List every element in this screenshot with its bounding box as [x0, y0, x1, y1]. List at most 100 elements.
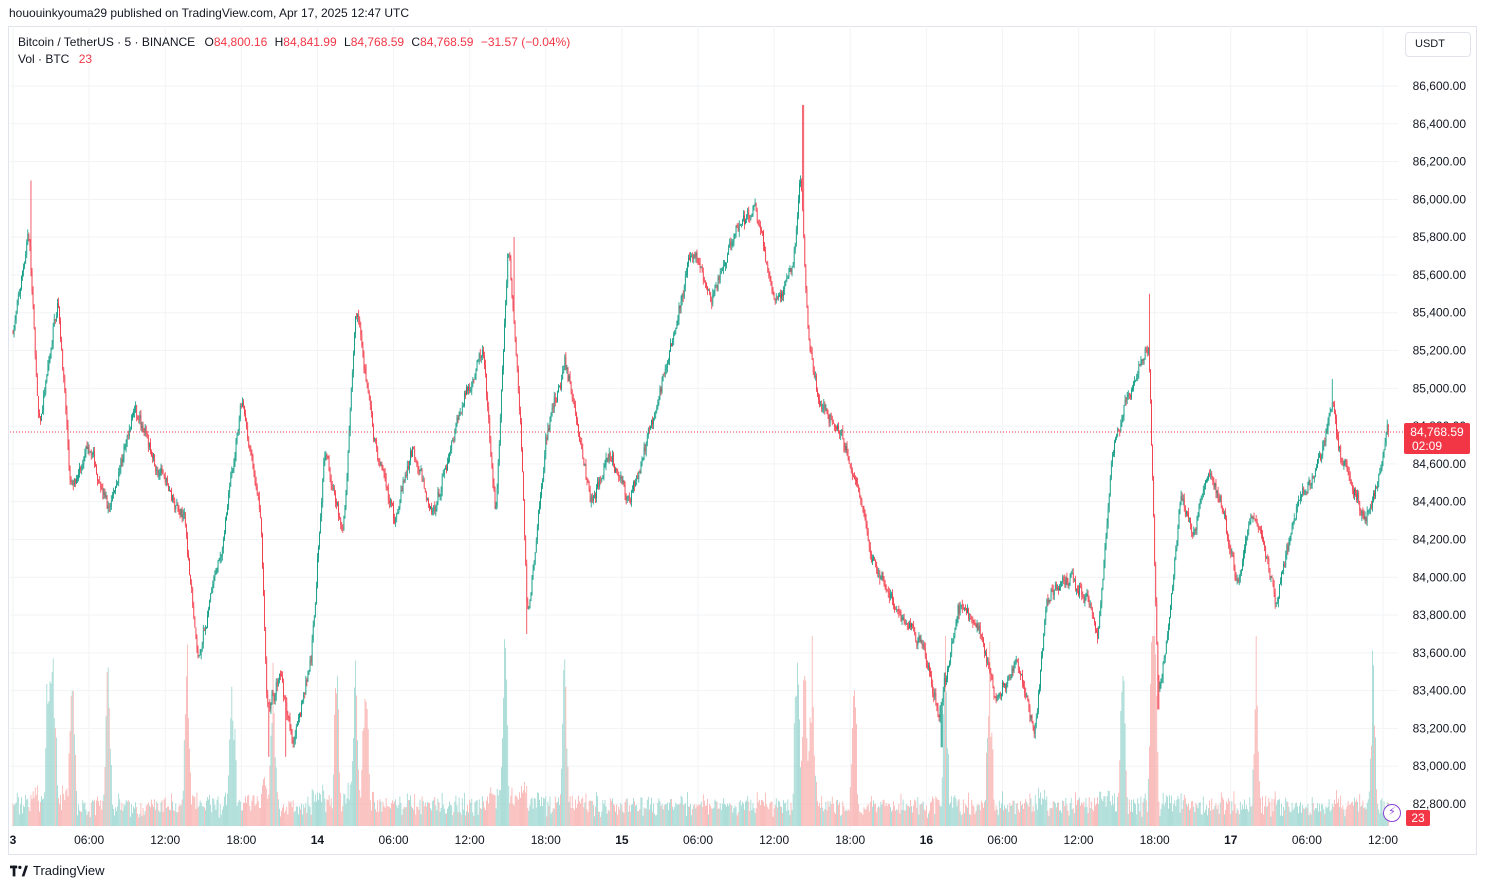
volume-bar — [899, 813, 901, 826]
volume-bars — [12, 636, 1389, 826]
currency-button[interactable]: USDT — [1405, 32, 1471, 57]
volume-bar — [162, 811, 164, 826]
volume-bar — [288, 800, 290, 826]
candle-body — [269, 703, 271, 709]
volume-bar — [864, 809, 866, 826]
volume-bar — [799, 719, 800, 826]
candle-body — [1299, 500, 1300, 501]
candle-body — [876, 562, 878, 569]
volume-bar — [1138, 803, 1140, 826]
candle-body — [91, 453, 93, 456]
volume-bar — [464, 792, 465, 826]
volume-bar — [443, 808, 445, 826]
candle-body — [810, 349, 812, 353]
volume-bar — [821, 796, 823, 826]
volume-bar — [424, 802, 426, 826]
volume-bar — [1045, 799, 1047, 826]
volume-bar — [927, 817, 928, 826]
candle-body — [809, 340, 811, 350]
volume-bar — [263, 779, 264, 826]
volume-bar — [847, 809, 849, 826]
volume-bar — [675, 802, 677, 826]
candle-body — [1382, 457, 1384, 462]
candle-body — [375, 438, 376, 441]
volume-bar — [137, 813, 139, 826]
volume-bar — [1128, 799, 1130, 826]
volume-bar — [1377, 803, 1379, 826]
volume-bar — [890, 807, 891, 826]
volume-bar — [710, 805, 712, 826]
candle-body — [1337, 434, 1338, 437]
volume-bar — [40, 802, 41, 826]
candle-body — [1141, 359, 1143, 361]
volume-bar — [558, 797, 559, 826]
candle-body — [103, 492, 105, 495]
volume-bar — [753, 808, 755, 826]
volume-bar — [502, 738, 503, 826]
candle-body — [372, 412, 373, 427]
candle-body — [438, 492, 440, 497]
volume-bar — [544, 798, 546, 826]
candle-body — [251, 454, 253, 457]
volume-label[interactable]: Vol · BTC — [18, 52, 70, 66]
candle-body — [1277, 596, 1279, 603]
candle-body — [813, 371, 815, 378]
volume-bar — [497, 795, 499, 826]
volume-bar — [605, 806, 607, 826]
tradingview-footer[interactable]: TradingView — [10, 863, 105, 878]
candle-body — [887, 591, 889, 594]
candle-body — [1206, 480, 1207, 482]
candle-body — [824, 404, 826, 410]
volume-bar — [121, 802, 123, 826]
symbol-name[interactable]: Bitcoin / TetherUS · 5 · BINANCE — [18, 35, 196, 49]
candle-body — [1176, 540, 1178, 549]
volume-bar — [937, 799, 939, 826]
volume-bar — [715, 801, 717, 826]
volume-bar — [1040, 792, 1041, 826]
volume-bar — [1033, 811, 1035, 826]
time-tick-label: 3 — [10, 833, 17, 847]
candle-body — [202, 630, 204, 644]
candle-body — [1078, 590, 1079, 596]
candle-body — [792, 264, 794, 268]
volume-bar — [655, 815, 657, 826]
volume-bar — [1142, 802, 1144, 826]
candle-body — [22, 271, 23, 276]
volume-bar — [1281, 803, 1282, 826]
candle-body — [180, 509, 182, 515]
volume-bar — [745, 801, 746, 826]
candle-body — [1081, 586, 1083, 595]
volume-bar — [1367, 799, 1369, 826]
candle-body — [1346, 463, 1348, 469]
volume-bar — [1306, 807, 1308, 826]
time-tick-label: 12:00 — [455, 833, 485, 847]
candle-body — [1345, 460, 1347, 464]
candle-body — [403, 480, 405, 482]
volume-bar — [693, 805, 695, 826]
lightning-icon[interactable]: ⚡ — [1383, 804, 1401, 822]
volume-bar — [449, 801, 450, 826]
candle-body — [109, 506, 111, 508]
volume-bar — [104, 767, 106, 826]
candle-body — [899, 612, 901, 613]
volume-bar — [608, 811, 610, 826]
volume-bar — [700, 801, 702, 826]
candle-body — [1202, 489, 1204, 497]
volume-bar — [1024, 803, 1026, 826]
candle-body — [473, 378, 475, 380]
volume-bar — [668, 810, 669, 826]
volume-bar — [696, 804, 698, 826]
candle-body — [1229, 545, 1231, 550]
price-tick-label: 85,000.00 — [1413, 381, 1467, 395]
volume-bar — [439, 811, 441, 826]
candle-body — [937, 707, 939, 715]
candle-body — [1361, 511, 1363, 516]
candle-body — [115, 486, 116, 491]
candle-body — [336, 501, 337, 505]
candle-body — [634, 481, 635, 486]
volume-bar — [442, 804, 444, 826]
volume-bar — [353, 738, 354, 826]
volume-bar — [1125, 770, 1127, 826]
candle-body — [433, 506, 435, 511]
